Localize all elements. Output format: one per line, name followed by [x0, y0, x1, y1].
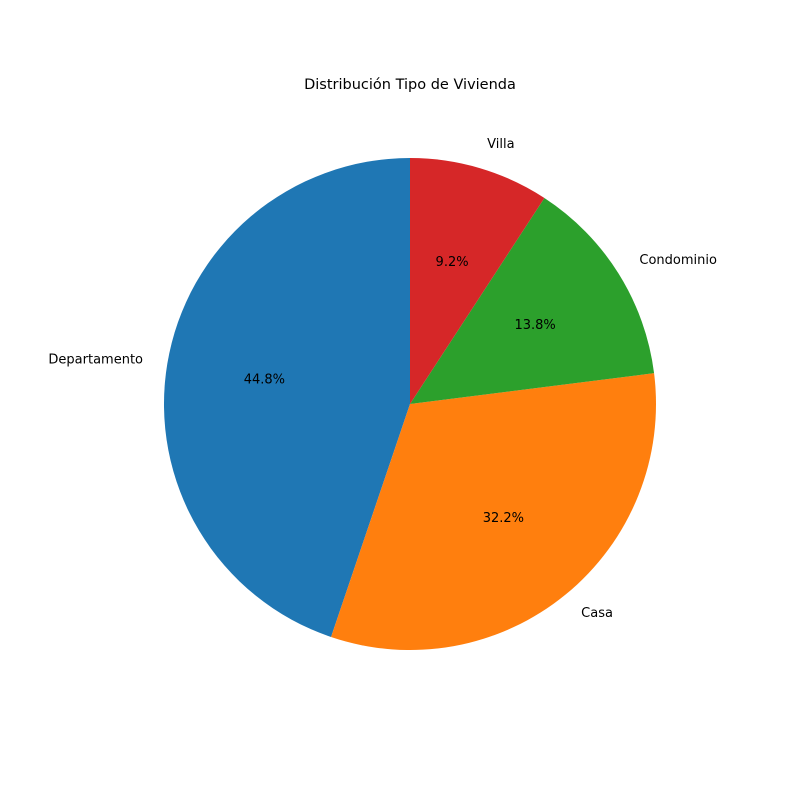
labels-layer: Departamento 44.8% Casa 32.2% Condominio 13.8…: [48, 137, 717, 621]
slice-label-departamento: Departamento: [48, 352, 143, 367]
pct-label-departamento: 44.8%: [244, 372, 285, 387]
slices-layer: [163, 158, 656, 651]
pct-label-casa: 32.2%: [483, 511, 524, 526]
pie-slice-departamento: [163, 158, 410, 637]
pie-slice-casa: [331, 373, 656, 651]
slice-label-condominio: Condominio: [639, 253, 717, 268]
pct-label-condominio: 13.8%: [514, 318, 555, 333]
pct-label-villa: 9.2%: [436, 255, 469, 270]
slice-label-casa: Casa: [581, 606, 613, 621]
pie-slice-villa: [410, 158, 545, 404]
pie-slice-condominio: [410, 197, 655, 404]
chart-title: Distribución Tipo de Vivienda: [304, 77, 516, 93]
slice-label-villa: Villa: [487, 137, 514, 152]
